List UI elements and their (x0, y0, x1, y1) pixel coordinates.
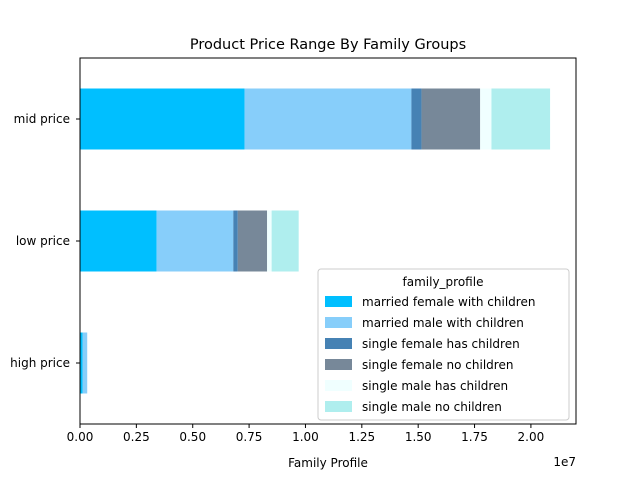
bar-mid-price-series-1 (244, 88, 412, 150)
bar-high-price-series-0 (80, 332, 83, 394)
bar-mid-price-series-5 (491, 88, 551, 150)
legend-label: single female no children (362, 358, 513, 372)
legend-swatch (325, 296, 352, 307)
bar-mid-price-series-0 (80, 88, 245, 150)
bars-group (80, 88, 551, 394)
y-axis-ticks: high price low price mid price (10, 112, 80, 370)
x-tick-label: 2.00 (518, 430, 545, 444)
x-tick-label: 0.25 (123, 430, 150, 444)
bar-mid-price-series-3 (421, 88, 481, 150)
x-tick-label: 0.00 (67, 430, 94, 444)
legend-label: married female with children (362, 295, 535, 309)
x-tick-label: 1.75 (461, 430, 488, 444)
bar-low-price-series-0 (80, 210, 157, 272)
legend-swatch (325, 338, 352, 349)
bar-mid-price-series-4 (480, 88, 492, 150)
chart-title: Product Price Range By Family Groups (190, 37, 466, 53)
x-axis-ticks: 0.00 0.25 0.50 0.75 1.00 1.25 1.50 1.75 2.00 (67, 424, 545, 444)
legend-label: single female has children (362, 337, 520, 351)
legend: family_profile married female with child… (317, 268, 570, 421)
bar-low-price-series-2 (233, 210, 238, 272)
x-tick-label: 1.25 (348, 430, 375, 444)
legend-title: family_profile (403, 275, 484, 289)
bar-mid-price-series-2 (411, 88, 422, 150)
legend-swatch (325, 317, 352, 328)
legend-label: married male with children (362, 316, 524, 330)
bar-high-price-series-1 (82, 332, 88, 394)
legend-label: single male no children (362, 400, 502, 414)
bar-low-price-series-1 (156, 210, 234, 272)
legend-label: single male has children (362, 379, 508, 393)
bar-low-price-series-4 (267, 210, 272, 272)
bar-low-price-series-3 (237, 210, 268, 272)
y-tick-label: high price (10, 356, 70, 370)
legend-box (317, 268, 570, 421)
legend-swatch (325, 380, 352, 391)
y-tick-label: low price (16, 234, 70, 248)
x-tick-label: 0.75 (236, 430, 263, 444)
x-tick-label: 0.50 (179, 430, 206, 444)
legend-swatch (325, 359, 352, 370)
x-tick-label: 1.50 (405, 430, 432, 444)
x-tick-label: 1.00 (292, 430, 319, 444)
x-axis-scale-label: 1e7 (553, 455, 576, 469)
legend-swatch (325, 401, 352, 412)
y-tick-label: mid price (14, 112, 70, 126)
x-axis-label: Family Profile (288, 456, 368, 470)
bar-low-price-series-5 (271, 210, 299, 272)
